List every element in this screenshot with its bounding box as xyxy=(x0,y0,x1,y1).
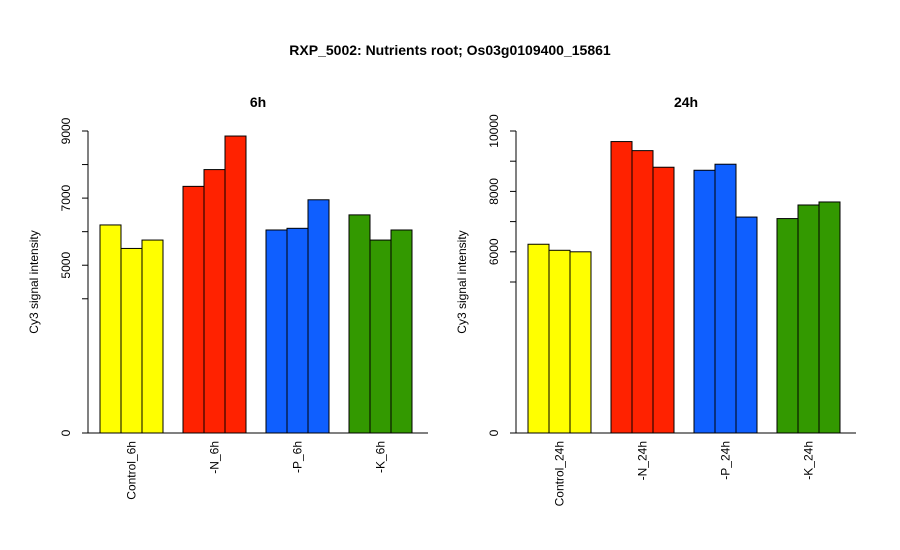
bar-Control_24h-1 xyxy=(527,243,550,434)
bar--K_24h-2 xyxy=(797,204,820,434)
x-tick-label: -P_6h xyxy=(291,441,305,473)
y-tick-label: 5000 xyxy=(59,252,73,279)
bar--P_6h-2 xyxy=(286,227,309,434)
bar--K_24h-1 xyxy=(776,218,799,434)
y-tick-label: 8000 xyxy=(487,178,501,205)
bar--N_24h-1 xyxy=(610,141,633,434)
y-tick-label: 0 xyxy=(487,429,501,436)
bar--P_24h-3 xyxy=(735,216,758,434)
bar--N_6h-2 xyxy=(203,169,226,434)
y-tick-label: 7000 xyxy=(59,184,73,211)
bar--N_24h-2 xyxy=(631,150,654,434)
panel-title: 24h xyxy=(674,94,698,110)
y-tick-label: 0 xyxy=(59,429,73,436)
y-tick-label: 9000 xyxy=(59,117,73,144)
bar-Control_24h-3 xyxy=(569,251,592,434)
figure-title: RXP_5002: Nutrients root; Os03g0109400_1… xyxy=(289,42,611,58)
bar--P_6h-3 xyxy=(307,199,330,434)
x-tick-label: -K_24h xyxy=(802,441,816,480)
x-tick-label: Control_6h xyxy=(125,441,139,500)
y-tick-label: 6000 xyxy=(487,238,501,265)
x-tick-label: -N_24h xyxy=(636,441,650,480)
chart-panel-24h: 24h Cy3 signal intensity 0 6000 8000 10000 Con… xyxy=(455,94,856,506)
bar--K_6h-1 xyxy=(348,214,371,434)
bar--P_24h-1 xyxy=(693,169,716,434)
bar--N_6h-3 xyxy=(224,135,247,434)
bar-Control_24h-2 xyxy=(548,249,571,434)
y-axis-label: Cy3 signal intensity xyxy=(455,230,469,333)
bar--N_6h-1 xyxy=(182,185,205,434)
bar-Control_6h-2 xyxy=(120,247,143,434)
y-axis-label: Cy3 signal intensity xyxy=(27,230,41,333)
x-tick-label: -K_6h xyxy=(374,441,388,473)
x-tick-label: -P_24h xyxy=(719,441,733,480)
bar--K_6h-2 xyxy=(369,239,392,434)
x-tick-label: Control_24h xyxy=(553,441,567,506)
chart-panel-6h: 6h Cy3 signal intensity 0 5000 7000 9000 Contr… xyxy=(27,94,428,500)
panel-title: 6h xyxy=(250,94,266,110)
x-tick-label: -N_6h xyxy=(208,441,222,474)
bar--P_24h-2 xyxy=(714,163,737,434)
bar-Control_6h-3 xyxy=(141,239,164,434)
bar-Control_6h-1 xyxy=(99,224,122,434)
bar--P_6h-1 xyxy=(265,229,288,434)
bar--N_24h-3 xyxy=(652,166,675,434)
bar--K_6h-3 xyxy=(390,229,413,434)
y-tick-label: 10000 xyxy=(487,114,501,148)
bar--K_24h-3 xyxy=(818,201,841,434)
